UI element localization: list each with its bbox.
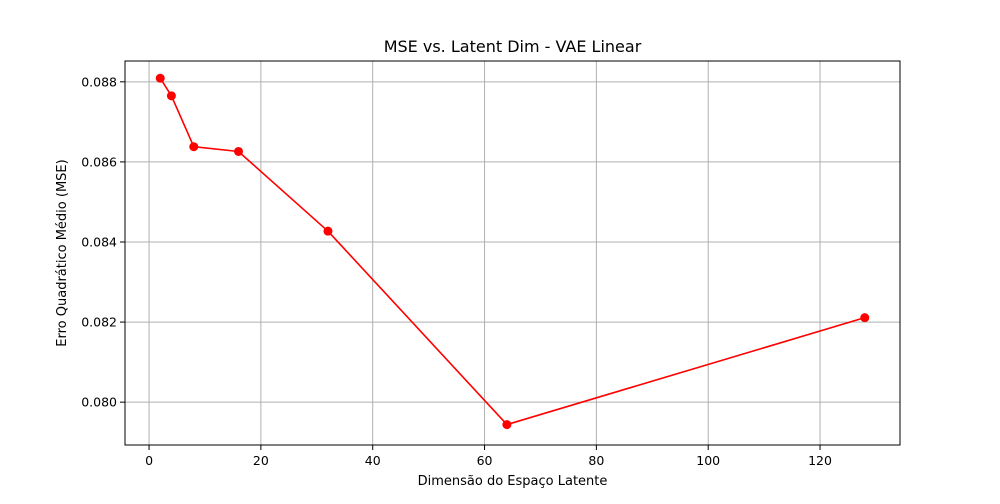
data-point [502, 420, 512, 430]
x-tick-label: 80 [588, 453, 604, 468]
y-tick-label: 0.088 [81, 74, 117, 89]
data-point [189, 142, 199, 152]
y-tick-label: 0.080 [81, 395, 117, 410]
data-point [860, 313, 870, 323]
x-tick-label: 60 [477, 453, 493, 468]
x-tick-label: 40 [365, 453, 381, 468]
y-axis-ticks: 0.080 0.082 0.084 0.086 0.088 [81, 74, 125, 410]
data-point [234, 146, 244, 156]
grid-lines [125, 61, 900, 445]
x-axis-ticks: 0 20 40 60 80 100 120 [145, 445, 832, 468]
data-point [155, 73, 165, 83]
x-tick-label: 20 [253, 453, 269, 468]
x-axis-label: Dimensão do Espaço Latente [418, 474, 608, 489]
plot-area-frame [124, 60, 901, 446]
y-tick-label: 0.082 [81, 315, 117, 330]
x-tick-label: 0 [145, 453, 153, 468]
data-point [323, 226, 333, 236]
x-tick-label: 100 [696, 453, 720, 468]
chart-title: MSE vs. Latent Dim - VAE Linear [384, 37, 642, 56]
y-tick-label: 0.084 [81, 234, 117, 249]
data-point [166, 91, 176, 101]
y-axis-label: Erro Quadrático Médio (MSE) [55, 159, 70, 346]
data-series [155, 73, 870, 430]
x-tick-label: 120 [808, 453, 832, 468]
y-tick-label: 0.086 [81, 154, 117, 169]
